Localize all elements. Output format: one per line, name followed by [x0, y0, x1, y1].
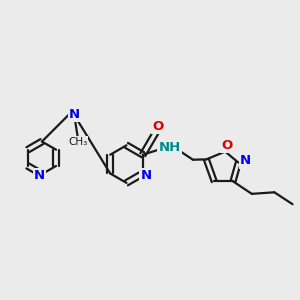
Text: N: N	[69, 108, 80, 122]
Text: N: N	[140, 169, 152, 182]
Text: O: O	[221, 140, 232, 152]
Text: NH: NH	[158, 141, 181, 154]
Text: O: O	[152, 120, 163, 133]
Text: N: N	[34, 169, 45, 182]
Text: N: N	[240, 154, 251, 167]
Text: CH₃: CH₃	[68, 137, 88, 147]
